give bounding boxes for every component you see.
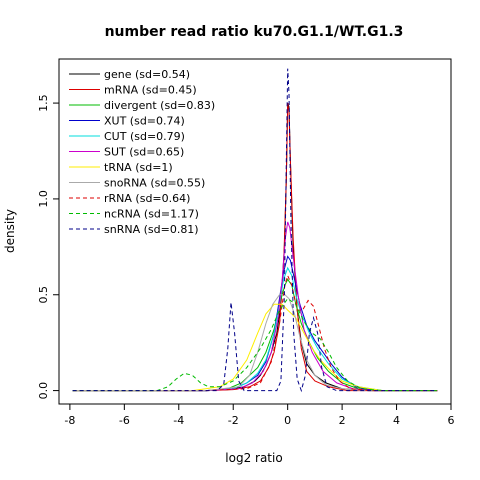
x-axis-label: log2 ratio	[225, 451, 282, 465]
x-tick-label: 0	[284, 414, 291, 427]
series-line-6	[72, 303, 438, 392]
series-line-8	[72, 274, 438, 392]
x-tick-label: 2	[339, 414, 346, 427]
legend-label-7: snoRNA (sd=0.55)	[104, 177, 205, 190]
x-tick-label: 6	[448, 414, 455, 427]
x-tick-label: -8	[64, 414, 75, 427]
x-tick-label: -4	[173, 414, 184, 427]
legend-label-6: tRNA (sd=1)	[104, 161, 173, 174]
y-axis: 0.0 0.5 1.0 1.5	[37, 94, 59, 399]
y-tick-label: 1.0	[37, 190, 50, 208]
legend-label-3: XUT (sd=0.74)	[104, 115, 185, 128]
legend: gene (sd=0.54) mRNA (sd=0.45) divergent (s…	[69, 68, 215, 236]
legend-label-4: CUT (sd=0.79)	[104, 130, 185, 143]
legend-label-0: gene (sd=0.54)	[104, 68, 190, 81]
series-line-10	[72, 68, 438, 393]
legend-label-10: snRNA (sd=0.81)	[104, 223, 199, 236]
legend-label-2: divergent (sd=0.83)	[104, 99, 215, 112]
y-tick-label: 0.5	[37, 286, 50, 304]
legend-label-8: rRNA (sd=0.64)	[104, 192, 190, 205]
legend-label-1: mRNA (sd=0.45)	[104, 84, 197, 97]
x-tick-label: -2	[228, 414, 239, 427]
series-line-3	[72, 255, 438, 392]
series-line-9	[72, 297, 438, 392]
x-tick-label: -6	[119, 414, 130, 427]
series-line-4	[72, 266, 438, 392]
x-axis: -8 -6 -4 -2 0 2 4 6	[64, 404, 455, 427]
series-line-5	[72, 221, 438, 392]
y-axis-label: density	[3, 209, 17, 253]
y-tick-label: 1.5	[37, 94, 50, 112]
x-tick-label: 4	[393, 414, 400, 427]
series-line-7	[72, 294, 438, 392]
series-layer	[72, 68, 438, 393]
series-line-1	[72, 103, 438, 392]
chart-title: number read ratio ku70.G1.1/WT.G1.3	[105, 24, 404, 40]
plot-frame	[58, 58, 452, 405]
y-tick-label: 0.0	[37, 382, 50, 400]
legend-label-9: ncRNA (sd=1.17)	[104, 208, 199, 221]
legend-label-5: SUT (sd=0.65)	[104, 146, 184, 159]
